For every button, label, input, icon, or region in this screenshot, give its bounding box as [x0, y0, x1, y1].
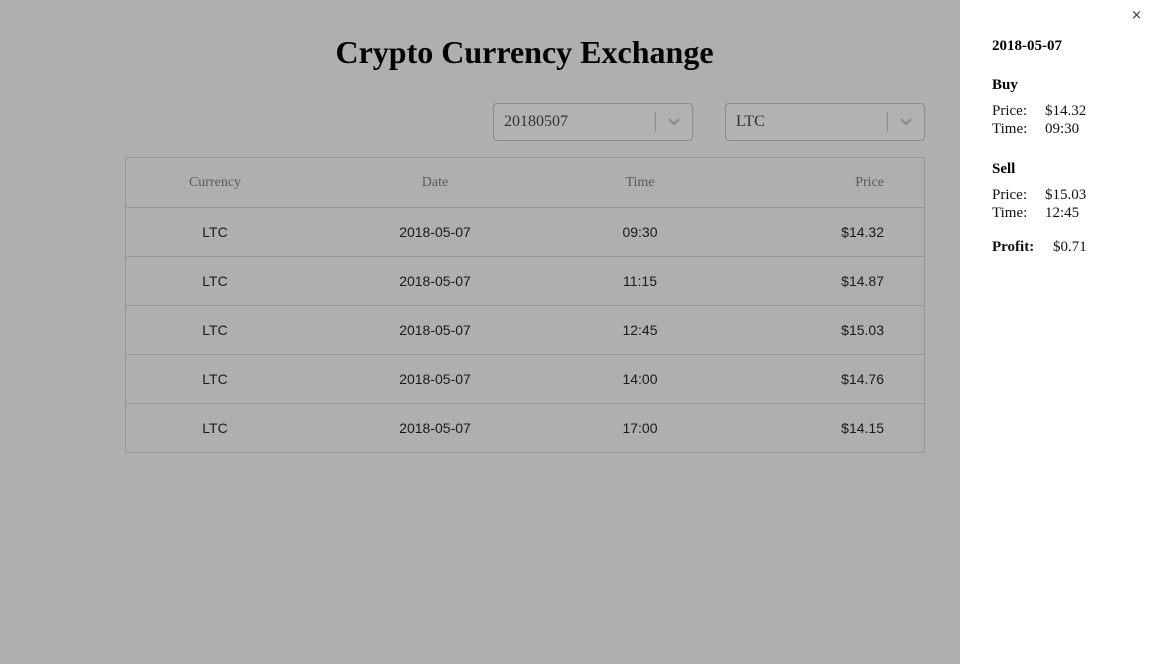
cell-time: 11:15	[623, 273, 657, 289]
close-icon[interactable]: ×	[1131, 8, 1142, 23]
table-row[interactable]: LTC 2018-05-07 09:30 $14.32	[126, 207, 924, 256]
trade-detail-panel: × 2018-05-07 Buy Price: $14.32 Time: 09:30…	[960, 0, 1153, 664]
main-content-dimmed: Crypto Currency Exchange 20180507 LTC Cu…	[125, 34, 925, 453]
profit-label: Profit:	[992, 239, 1035, 255]
table-row[interactable]: LTC 2018-05-07 12:45 $15.03	[126, 305, 924, 354]
column-header-currency[interactable]: Currency	[188, 175, 242, 190]
buy-price-value: $14.32	[1045, 103, 1087, 119]
cell-time: 17:00	[622, 420, 658, 436]
chevron-down-icon[interactable]	[668, 117, 680, 127]
cell-date: 2018-05-07	[399, 273, 471, 289]
date-select-value: 20180507	[504, 113, 568, 130]
cell-date: 2018-05-07	[399, 371, 471, 387]
sell-price-line: Price: $15.03	[992, 187, 1086, 204]
cell-currency: LTC	[202, 273, 228, 289]
sell-time-label: Time:	[992, 205, 1028, 221]
date-select[interactable]: 20180507	[493, 103, 693, 141]
buy-time-line: Time: 09:30	[992, 121, 1079, 138]
sell-time-value: 12:45	[1045, 205, 1080, 221]
cell-date: 2018-05-07	[399, 322, 471, 338]
profit-value: $0.71	[1053, 239, 1087, 255]
buy-price-label: Price:	[992, 103, 1027, 119]
cell-date: 2018-05-07	[399, 224, 471, 240]
cell-time: 09:30	[622, 224, 658, 240]
cell-currency: LTC	[202, 420, 228, 436]
cell-price: $14.32	[841, 224, 884, 240]
column-header-price[interactable]: Price	[855, 175, 884, 190]
cell-currency: LTC	[202, 322, 228, 338]
cell-date: 2018-05-07	[399, 420, 471, 436]
cell-price: $15.03	[841, 322, 884, 338]
sell-price-value: $15.03	[1045, 187, 1087, 203]
cell-currency: LTC	[202, 371, 228, 387]
page-title: Crypto Currency Exchange	[335, 34, 714, 70]
profit-line: Profit: $0.71	[992, 239, 1087, 256]
sell-heading: Sell	[992, 161, 1016, 177]
sell-time-line: Time: 12:45	[992, 205, 1079, 222]
price-table: Currency Date Time Price LTC 2018-05-07 …	[125, 157, 925, 453]
buy-price-line: Price: $14.32	[992, 103, 1086, 120]
cell-price: $14.76	[841, 371, 884, 387]
select-separator	[887, 112, 888, 132]
table-row[interactable]: LTC 2018-05-07 17:00 $14.15	[126, 403, 924, 452]
currency-select-value: LTC	[736, 113, 765, 130]
table-row[interactable]: LTC 2018-05-07 11:15 $14.87	[126, 256, 924, 305]
cell-currency: LTC	[202, 224, 228, 240]
buy-time-value: 09:30	[1045, 121, 1080, 137]
select-separator	[655, 112, 656, 132]
buy-heading: Buy	[992, 77, 1018, 93]
cell-time: 12:45	[622, 322, 658, 338]
table-row[interactable]: LTC 2018-05-07 14:00 $14.76	[126, 354, 924, 403]
buy-time-label: Time:	[992, 121, 1028, 137]
column-header-date[interactable]: Date	[421, 175, 449, 190]
sell-price-label: Price:	[992, 187, 1027, 203]
table-header-row: Currency Date Time Price	[126, 158, 924, 207]
cell-price: $14.87	[841, 273, 884, 289]
currency-select[interactable]: LTC	[725, 103, 925, 141]
panel-date: 2018-05-07	[992, 38, 1062, 54]
chevron-down-icon[interactable]	[900, 117, 912, 127]
column-header-time[interactable]: Time	[625, 175, 655, 190]
cell-time: 14:00	[622, 371, 658, 387]
cell-price: $14.15	[841, 420, 884, 436]
